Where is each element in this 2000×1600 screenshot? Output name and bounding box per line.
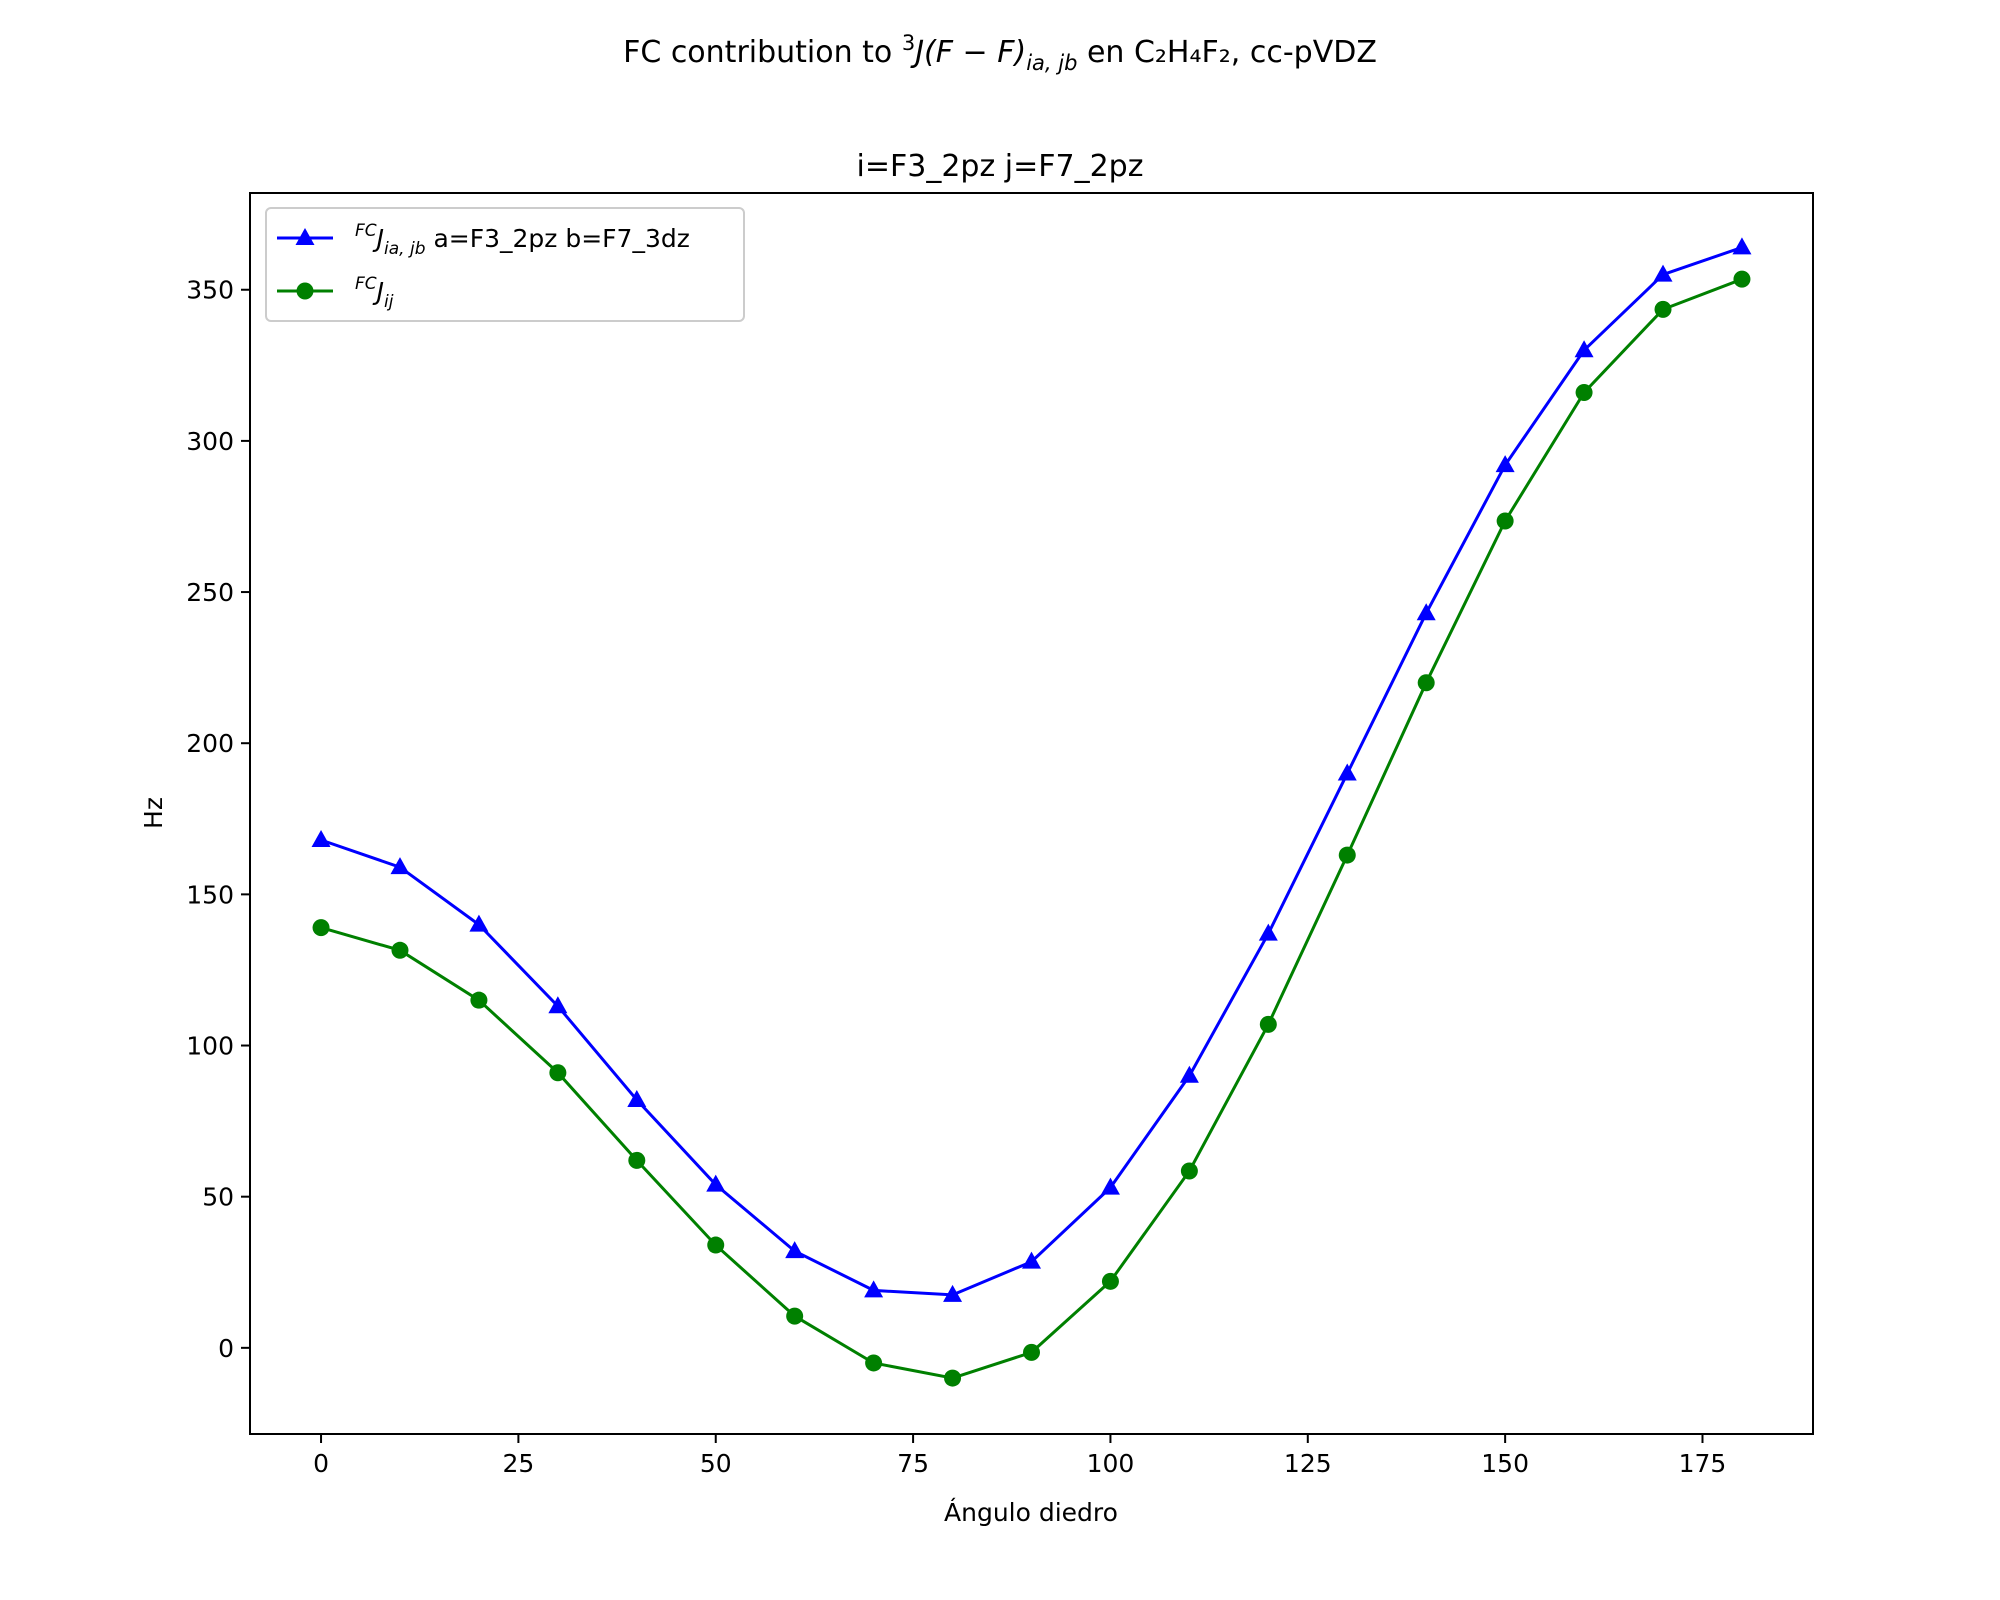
x-tick-label: 150	[1481, 1449, 1529, 1478]
series-2-point	[1180, 1162, 1198, 1180]
series-2	[312, 270, 1751, 1387]
series-1-point	[1337, 763, 1357, 781]
title-superscript: 3	[902, 31, 915, 55]
series-2-point	[470, 991, 488, 1009]
legend-marker	[295, 228, 315, 245]
series-1-point	[785, 1241, 805, 1259]
series-1-point	[943, 1284, 963, 1302]
series-1-point	[1732, 237, 1752, 255]
series-1-point	[548, 996, 568, 1014]
series-2-point	[312, 919, 330, 937]
series-2-point	[786, 1307, 804, 1325]
series-2-point	[1259, 1015, 1277, 1033]
x-tick-label: 125	[1284, 1449, 1332, 1478]
series-1-point	[1416, 603, 1436, 621]
legend-box	[265, 207, 745, 322]
legend-label: FCJij	[355, 274, 394, 312]
series-2-point	[549, 1064, 567, 1082]
legend-subscript: ij	[384, 292, 394, 312]
axes-title: i=F3_2pz j=F7_2pz	[857, 149, 1144, 184]
legend-superscript: FC	[355, 221, 377, 241]
y-axis-label: Hz	[139, 797, 168, 829]
series-2-point	[1101, 1272, 1119, 1290]
legend-text: a=F3_2pz b=F7_3dz	[426, 224, 690, 253]
series-1-point	[1258, 923, 1278, 941]
legend-superscript: FC	[355, 274, 377, 294]
series-2-point	[391, 941, 409, 959]
series-2-point	[1733, 270, 1751, 288]
series-1-point	[1100, 1177, 1120, 1195]
x-tick-label: 0	[313, 1449, 329, 1478]
x-axis-label: Ángulo diedro	[944, 1498, 1118, 1527]
series-2-point	[865, 1354, 883, 1372]
figure-title: FC contribution to 3J(F − F)ia, jb en C₂…	[623, 31, 1377, 75]
y-tick-label: 0	[218, 1334, 234, 1363]
title-subscript: ia, jb	[1026, 51, 1077, 75]
x-tick-label: 25	[502, 1449, 534, 1478]
series-1-point	[1574, 340, 1594, 358]
legend-marker	[296, 282, 314, 300]
legend-entry-2: FCJij	[277, 274, 394, 312]
x-tick-label: 50	[700, 1449, 732, 1478]
series-1-point	[311, 829, 331, 847]
x-tick-label: 75	[897, 1449, 929, 1478]
series-2-point	[707, 1236, 725, 1254]
y-tick-label: 200	[186, 729, 234, 758]
y-tick-label: 250	[186, 578, 234, 607]
legend: FCJia, jb a=F3_2pz b=F7_3dz FCJij	[265, 207, 745, 322]
series-2-point	[1417, 674, 1435, 692]
legend-label: FCJia, jb a=F3_2pz b=F7_3dz	[355, 221, 690, 259]
series-2-point	[1654, 300, 1672, 318]
series-1-line	[320, 245, 1743, 1297]
y-tick-label: 350	[186, 276, 234, 305]
title-prefix: FC contribution to	[623, 35, 902, 70]
series-2-point	[628, 1151, 646, 1169]
legend-subscript: ia, jb	[384, 239, 425, 259]
series-1-point	[469, 914, 489, 932]
series-1-point	[390, 857, 410, 875]
series-2-line	[320, 277, 1743, 1380]
y-tick-label: 50	[202, 1183, 234, 1212]
y-tick-label: 100	[186, 1032, 234, 1061]
x-tick-label: 175	[1679, 1449, 1727, 1478]
series-1-point	[1022, 1251, 1041, 1269]
series-2-point	[1023, 1343, 1040, 1361]
series-1-point	[706, 1174, 726, 1192]
y-tick-label: 150	[186, 880, 234, 909]
series-2-point	[1338, 846, 1356, 864]
legend-entry-1: FCJia, jb a=F3_2pz b=F7_3dz	[277, 221, 690, 259]
title-math: J(F − F)	[910, 35, 1026, 70]
series-1-point	[864, 1280, 884, 1298]
plot-frame	[249, 192, 1814, 1435]
series-2-point	[944, 1369, 962, 1387]
series-1-point	[1495, 455, 1515, 473]
series-2-point	[1496, 512, 1514, 530]
series-1-point	[627, 1089, 647, 1107]
series-2-point	[1575, 384, 1593, 402]
series-1-point	[1653, 264, 1673, 282]
x-tick-label: 100	[1087, 1449, 1135, 1478]
title-suffix: en C₂H₄F₂, cc-pVDZ	[1077, 35, 1377, 70]
y-tick-label: 300	[186, 427, 234, 456]
series-1	[311, 237, 1752, 1302]
series-1-point	[1179, 1065, 1199, 1083]
